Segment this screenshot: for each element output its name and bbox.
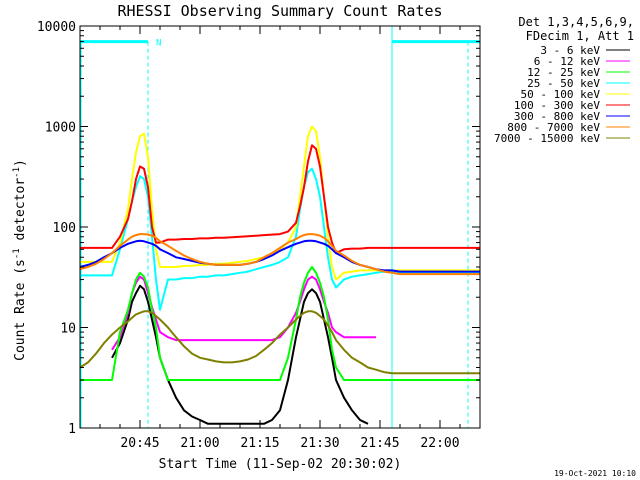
- series-line-3-0: [80, 167, 480, 311]
- series-line-7-0: [79, 233, 480, 276]
- footer-date: 19-Oct-2021 10:10: [554, 469, 636, 478]
- y-axis-label-sup2: -1: [12, 167, 22, 178]
- axes-layer: 1 10 100 1000 10000 20:45 21:00 21:15 21:30 21:45…: [37, 20, 481, 451]
- legend-entry-label-4: 50 - 100 keV: [521, 88, 601, 101]
- y-axis-label: Count Rate (s-1 detector-1): [12, 159, 28, 361]
- legend-header-line2: FDecim 1, Att 1: [526, 29, 634, 43]
- x-tick-label-1: 21:00: [180, 436, 219, 451]
- y-tick-label-1: 10: [60, 322, 76, 337]
- y-tick-label-3: 1000: [45, 121, 76, 136]
- legend-entry-label-0: 3 - 6 keV: [540, 44, 600, 57]
- y-tick-label-4: 10000: [37, 20, 76, 35]
- legend-entry-label-6: 300 - 800 keV: [514, 110, 600, 123]
- y-tick-label-2: 100: [53, 221, 76, 236]
- legend-entry-label-5: 100 - 300 keV: [514, 99, 600, 112]
- series-line-6-0: [79, 239, 480, 273]
- legend: Det 1,3,4,5,6,9, FDecim 1, Att 1 3 - 6 k…: [494, 15, 634, 145]
- series-line-0-0: [111, 284, 369, 425]
- x-tick-label-5: 22:00: [420, 436, 459, 451]
- plot-layer: N: [79, 26, 480, 428]
- night-flag-label: N: [156, 39, 161, 49]
- series-line-5-0: [80, 144, 480, 255]
- x-tick-label-0: 20:45: [120, 436, 159, 451]
- x-tick-label-3: 21:30: [300, 436, 339, 451]
- legend-header-line1: Det 1,3,4,5,6,9,: [518, 15, 634, 29]
- y-axis-label-part2: detector: [13, 178, 28, 249]
- series-line-2-0: [80, 266, 480, 381]
- y-axis-label-sup1: -1: [12, 248, 22, 259]
- y-tick-label-0: 1: [68, 422, 76, 437]
- y-axis-label-part3: ): [13, 159, 28, 167]
- legend-entry-label-2: 12 - 25 keV: [527, 66, 600, 79]
- x-tick-label-4: 21:45: [360, 436, 399, 451]
- x-axis-label: Start Time (11-Sep-02 20:30:02): [159, 457, 402, 472]
- chart-title: RHESSI Observing Summary Count Rates: [117, 2, 442, 20]
- legend-entry-label-3: 25 - 50 keV: [527, 77, 600, 90]
- y-axis-label-part1: Count Rate (s: [13, 259, 28, 361]
- x-tick-label-2: 21:15: [240, 436, 279, 451]
- legend-entry-label-1: 6 - 12 keV: [534, 55, 601, 68]
- series-line-8-0: [79, 310, 480, 375]
- legend-entry-label-8: 7000 - 15000 keV: [494, 132, 600, 145]
- legend-entry-label-7: 800 - 7000 keV: [507, 121, 600, 134]
